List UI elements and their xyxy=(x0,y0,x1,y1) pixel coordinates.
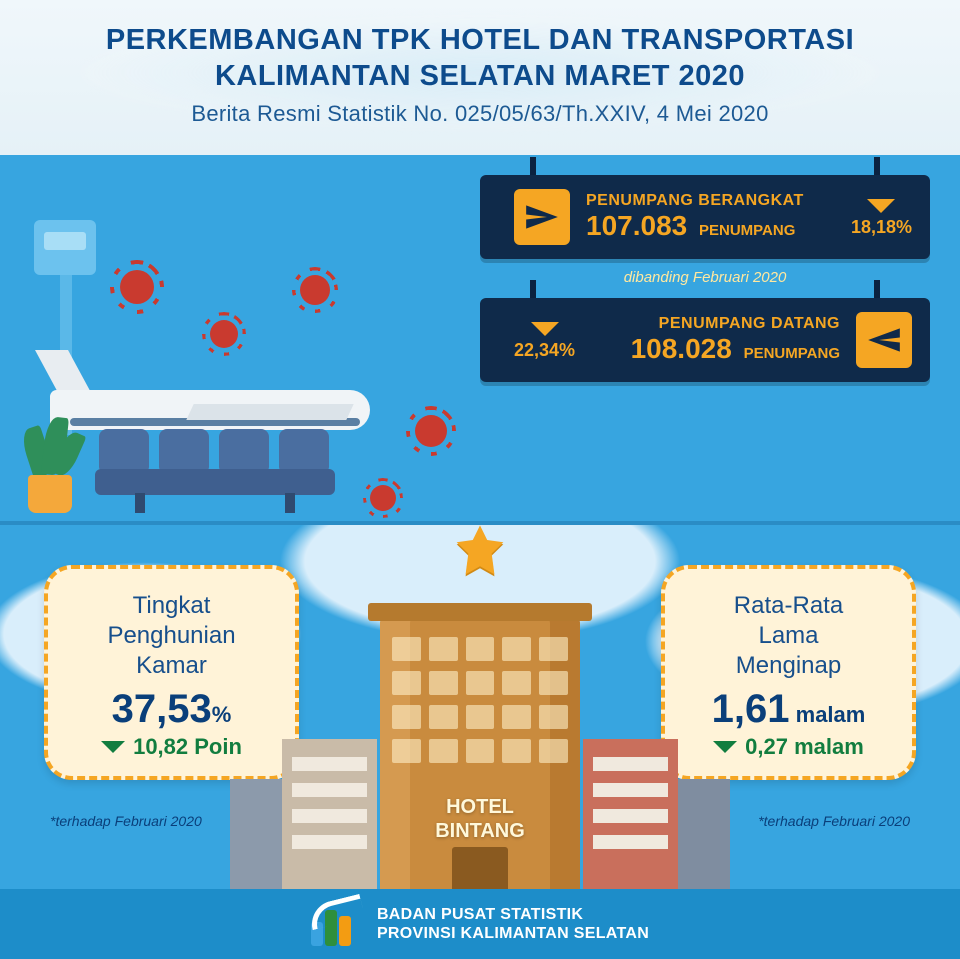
virus-icon xyxy=(120,270,154,304)
stay-title-l2: Lama xyxy=(758,622,818,649)
departures-sign: PENUMPANG BERANGKAT 107.083 PENUMPANG 18… xyxy=(480,175,930,259)
header: PERKEMBANGAN TPK HOTEL DAN TRANSPORTASI … xyxy=(0,0,960,155)
virus-icon xyxy=(370,485,396,511)
departures-value: 107.083 xyxy=(586,210,687,241)
departures-unit: PENUMPANG xyxy=(699,222,795,239)
virus-icon xyxy=(300,275,330,305)
arrivals-sign: 22,34% PENUMPANG DATANG 108.028 PENUMPAN… xyxy=(480,298,930,382)
stay-change: 0,27 malam xyxy=(745,734,864,760)
page-title: PERKEMBANGAN TPK HOTEL DAN TRANSPORTASI … xyxy=(0,22,960,95)
chevron-down-icon xyxy=(531,322,559,336)
departures-change: 18,18% xyxy=(851,217,912,238)
arrivals-value: 108.028 xyxy=(631,333,732,364)
arrivals-label: PENUMPANG DATANG xyxy=(591,315,840,333)
plant-icon xyxy=(20,413,80,513)
hotel-section: Tingkat Penghunian Kamar 37,53% 10,82 Po… xyxy=(0,525,960,889)
stay-card: Rata-Rata Lama Menginap 1,61 malam 0,27 … xyxy=(661,565,916,780)
bench-icon xyxy=(95,425,335,513)
tpk-value: 37,53 xyxy=(112,687,212,731)
airplane-icon xyxy=(514,189,570,245)
side-building xyxy=(282,739,377,889)
tpk-card: Tingkat Penghunian Kamar 37,53% 10,82 Po… xyxy=(44,565,299,780)
arrivals-unit: PENUMPANG xyxy=(744,345,840,362)
comparison-note: dibanding Februari 2020 xyxy=(480,269,930,286)
airplane-illustration xyxy=(50,360,430,430)
departures-label: PENUMPANG BERANGKAT xyxy=(586,192,835,210)
airport-scene: PENUMPANG BERANGKAT 107.083 PENUMPANG 18… xyxy=(0,155,960,525)
hotel-illustration: HOTEL BINTANG xyxy=(290,559,670,889)
tpk-change: 10,82 Poin xyxy=(133,734,242,760)
airplane-icon xyxy=(856,312,912,368)
hotel-sign-l2: BINTANG xyxy=(435,820,525,842)
background-building xyxy=(230,779,290,889)
tpk-unit: % xyxy=(212,702,232,727)
footer: BADAN PUSAT STATISTIK PROVINSI KALIMANTA… xyxy=(0,889,960,959)
bps-logo-icon xyxy=(311,902,363,946)
tpk-footnote: *terhadap Februari 2020 xyxy=(50,813,202,829)
title-line2: KALIMANTAN SELATAN MARET 2020 xyxy=(215,60,745,92)
stay-value: 1,61 xyxy=(712,687,790,731)
chevron-down-icon xyxy=(101,741,125,753)
door-icon xyxy=(452,847,508,889)
tpk-title-l2: Penghunian xyxy=(107,622,235,649)
flight-signboards: PENUMPANG BERANGKAT 107.083 PENUMPANG 18… xyxy=(480,175,930,382)
footer-line2: PROVINSI KALIMANTAN SELATAN xyxy=(377,924,649,943)
page-subtitle: Berita Resmi Statistik No. 025/05/63/Th.… xyxy=(0,101,960,127)
stay-title-l3: Menginap xyxy=(736,652,841,679)
stay-footnote: *terhadap Februari 2020 xyxy=(758,813,910,829)
background-building xyxy=(670,779,730,889)
arrivals-change: 22,34% xyxy=(514,340,575,361)
tpk-title-l1: Tingkat xyxy=(133,592,211,619)
stay-unit: malam xyxy=(790,702,866,727)
tpk-title-l3: Kamar xyxy=(136,652,207,679)
virus-icon xyxy=(415,415,447,447)
star-icon xyxy=(452,523,508,579)
chevron-down-icon xyxy=(713,741,737,753)
side-building xyxy=(583,739,678,889)
hotel-sign-l1: HOTEL xyxy=(446,796,514,818)
title-line1: PERKEMBANGAN TPK HOTEL DAN TRANSPORTASI xyxy=(106,24,854,56)
footer-line1: BADAN PUSAT STATISTIK xyxy=(377,905,649,924)
virus-icon xyxy=(210,320,238,348)
stay-title-l1: Rata-Rata xyxy=(734,592,843,619)
hotel-building: HOTEL BINTANG xyxy=(380,619,580,889)
chevron-down-icon xyxy=(867,199,895,213)
